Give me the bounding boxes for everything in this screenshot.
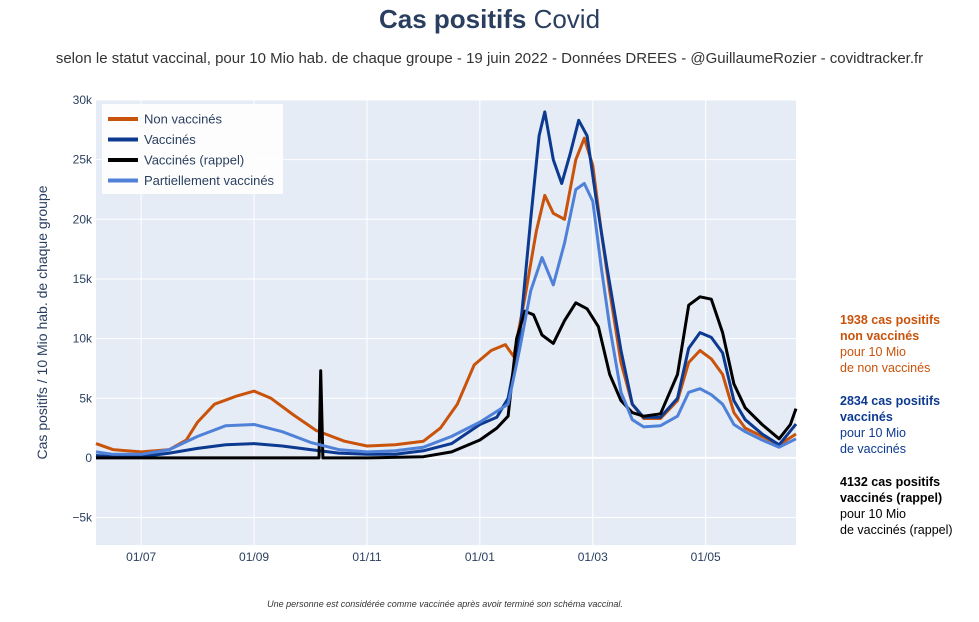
y-axis-label: Cas positifs / 10 Mio hab. de chaque gro…: [34, 185, 50, 459]
y-tick-label: 30k: [73, 93, 93, 107]
annotation-line-1: pour 10 Mio: [840, 426, 907, 440]
y-tick-label: 5k: [79, 391, 93, 405]
x-tick-label: 01/09: [239, 550, 269, 564]
annotation-line-2: de non vaccinés: [840, 361, 931, 375]
annotation-rappel: 4132 cas positifs vaccinés (rappel) pour…: [840, 474, 975, 538]
annotation-line-2: de vaccinés: [840, 442, 907, 456]
annotation-line-1: pour 10 Mio: [840, 507, 907, 521]
annotation-bold-2: vaccinés: [840, 410, 893, 424]
annotations: 1938 cas positifs non vaccinés pour 10 M…: [840, 312, 975, 555]
y-tick-label: 15k: [73, 272, 93, 286]
legend-label: Non vaccinés: [144, 112, 223, 127]
y-tick-label: 10k: [73, 332, 93, 346]
x-tick-label: 01/01: [465, 550, 495, 564]
annotation-bold-1: 1938 cas positifs: [840, 313, 941, 327]
x-tick-label: 01/11: [352, 550, 381, 564]
legend-label: Vaccinés (rappel): [144, 153, 244, 168]
annotation-non-vaccines: 1938 cas positifs non vaccinés pour 10 M…: [840, 312, 975, 376]
series-line: [95, 110, 798, 459]
footnote: Une personne est considérée comme vaccin…: [267, 599, 623, 609]
chart-subtitle: selon le statut vaccinal, pour 10 Mio ha…: [55, 50, 924, 67]
annotation-line-1: pour 10 Mio: [840, 345, 907, 359]
annotation-vaccines: 2834 cas positifs vaccinés pour 10 Mio d…: [840, 393, 975, 457]
annotation-bold-2: non vaccinés: [840, 329, 920, 343]
legend-item[interactable]: Non vaccinés: [108, 112, 223, 127]
series-line: [96, 295, 798, 460]
annotation-bold-1: 4132 cas positifs: [840, 475, 941, 489]
y-tick-label: 0: [85, 451, 92, 465]
annotation-bold-1: 2834 cas positifs: [840, 394, 941, 408]
legend-item[interactable]: Vaccinés: [108, 132, 196, 147]
y-tick-label: 25k: [73, 153, 93, 167]
legend-label: Vaccinés: [144, 132, 196, 147]
y-tick-label: 20k: [73, 212, 93, 226]
chart-title: Cas positifs Covid: [0, 4, 979, 35]
x-tick-label: 01/03: [578, 550, 608, 564]
y-tick-label: −5k: [72, 511, 93, 525]
legend[interactable]: Non vaccinés Vaccinés Vaccinés (rappel) Par…: [102, 104, 283, 194]
series-lines: [95, 110, 798, 460]
x-tick-label: 01/07: [126, 550, 156, 564]
x-tick-label: 01/05: [691, 550, 721, 564]
annotation-bold-2: vaccinés (rappel): [840, 491, 943, 505]
annotation-line-2: de vaccinés (rappel): [840, 523, 953, 537]
legend-item[interactable]: Vaccinés (rappel): [108, 153, 244, 168]
chart-title-rest: Covid: [533, 4, 601, 34]
series-line: [95, 182, 797, 456]
chart-title-bold: Cas positifs: [378, 4, 527, 34]
series-line: [95, 136, 797, 454]
legend-label: Partiellement vaccinés: [144, 173, 275, 188]
y-axis-ticks: −5k 0 5k 10k 15k 20k 25k 30k: [72, 93, 93, 525]
x-axis-ticks: 01/07 01/09 01/11 01/01 01/03 01/05: [126, 550, 721, 564]
legend-item[interactable]: Partiellement vaccinés: [108, 173, 275, 188]
